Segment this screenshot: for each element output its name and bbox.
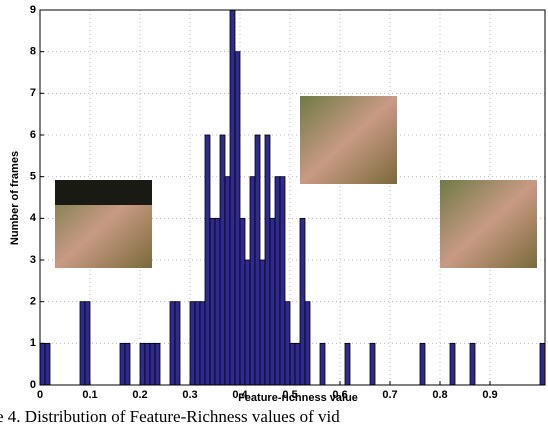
bar (139, 342, 146, 386)
bar (469, 342, 476, 386)
y-tick-label: 2 (30, 296, 36, 308)
bar (189, 301, 196, 386)
x-tick-label: 0.1 (82, 389, 97, 401)
bar (284, 301, 291, 386)
y-axis-label: Number of frames (9, 151, 21, 245)
bar (214, 217, 221, 386)
bar (449, 342, 456, 386)
bar (294, 342, 301, 386)
face-image (300, 96, 397, 184)
bar (79, 301, 86, 386)
x-tick-label: 0.2 (132, 389, 147, 401)
bar (219, 134, 226, 386)
bar (154, 342, 161, 386)
y-tick-label: 1 (30, 337, 36, 349)
y-tick-label: 7 (30, 87, 36, 99)
x-tick-label: 0 (37, 389, 43, 401)
bar (259, 259, 266, 386)
x-tick-label: 0.6 (332, 389, 347, 401)
y-tick-label: 6 (30, 129, 36, 141)
x-tick-label: 0.3 (182, 389, 197, 401)
x-axis-label: Feature-richness value (238, 392, 358, 404)
x-tick-label: 0.8 (432, 389, 447, 401)
y-tick-label: 8 (30, 46, 36, 58)
y-tick-label: 4 (30, 212, 37, 224)
bar (239, 217, 246, 386)
bar (244, 259, 251, 386)
bar (204, 134, 211, 386)
bar (369, 342, 376, 386)
bar (44, 342, 51, 386)
bar (229, 9, 236, 386)
bar (249, 176, 256, 386)
bar (344, 342, 351, 386)
bar (299, 217, 306, 386)
bar (269, 217, 276, 386)
bar (319, 342, 326, 386)
bar (209, 217, 216, 386)
bar (254, 134, 261, 386)
x-tick-label: 0.4 (232, 389, 248, 401)
bar (264, 134, 271, 386)
face-image-occlusion (55, 180, 152, 205)
bar (124, 342, 131, 386)
bar (279, 176, 286, 386)
y-tick-label: 0 (30, 379, 36, 391)
bar (149, 342, 156, 386)
bar (289, 342, 296, 386)
y-tick-label: 9 (30, 4, 36, 16)
bar (84, 301, 91, 386)
x-tick-label: 0.7 (382, 389, 397, 401)
bar (199, 301, 206, 386)
bar (144, 342, 151, 386)
bar (539, 342, 546, 386)
plot-frame (39, 9, 546, 386)
bar (274, 176, 281, 386)
x-tick-label: 0.5 (282, 389, 297, 401)
bar (194, 301, 201, 386)
bar (304, 301, 311, 386)
caption: e 4. Distribution of Feature-Richness va… (0, 407, 340, 426)
bar (224, 176, 231, 386)
bar (419, 342, 426, 386)
bar (119, 342, 126, 386)
bar (169, 301, 176, 386)
face-image (440, 180, 537, 268)
bar (174, 301, 181, 386)
bar (234, 51, 241, 386)
y-tick-label: 5 (30, 171, 36, 183)
bar (39, 342, 46, 386)
y-tick-label: 3 (30, 254, 36, 266)
x-tick-label: 0.9 (482, 389, 497, 401)
